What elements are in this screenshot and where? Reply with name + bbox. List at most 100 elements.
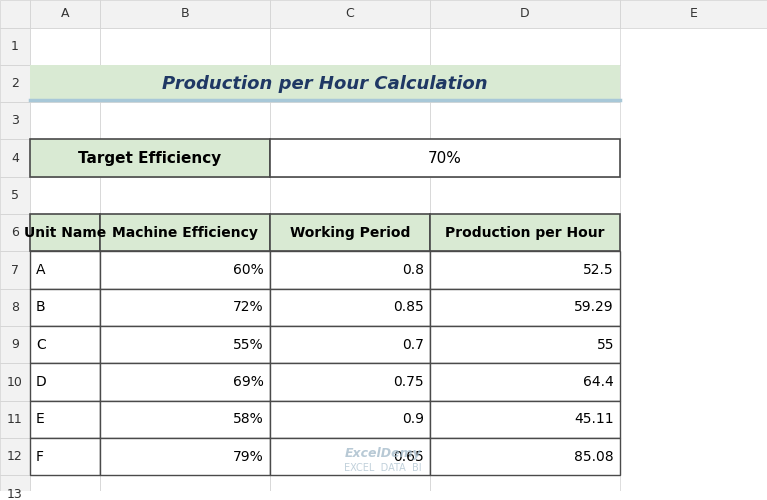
Bar	[30, 65, 100, 102]
Bar	[270, 0, 430, 28]
Text: F: F	[36, 450, 44, 464]
Bar	[430, 28, 620, 65]
Text: 13: 13	[7, 488, 23, 500]
Text: Machine Efficiency: Machine Efficiency	[112, 226, 258, 240]
Bar	[0, 364, 30, 401]
Text: E: E	[36, 412, 44, 426]
Bar	[270, 177, 430, 214]
Text: EXCEL  DATA  BI: EXCEL DATA BI	[344, 462, 422, 472]
Text: Unit Name: Unit Name	[24, 226, 106, 240]
Bar	[430, 214, 620, 252]
Text: C: C	[346, 8, 354, 20]
Bar	[0, 65, 30, 102]
Bar	[100, 252, 270, 289]
Bar	[100, 401, 270, 438]
Text: 4: 4	[11, 152, 19, 164]
Text: 70%: 70%	[428, 150, 462, 166]
Bar	[0, 214, 30, 252]
Text: 64.4: 64.4	[583, 375, 614, 389]
Text: 1: 1	[11, 40, 19, 52]
Bar	[430, 476, 620, 500]
Bar	[270, 214, 430, 252]
Text: 60%: 60%	[233, 263, 264, 277]
Bar	[270, 438, 430, 476]
Bar	[430, 252, 620, 289]
Bar	[0, 252, 30, 289]
Bar	[430, 252, 620, 289]
Bar	[0, 28, 30, 65]
Bar	[100, 438, 270, 476]
Text: 7: 7	[11, 264, 19, 276]
Text: 9: 9	[11, 338, 19, 351]
Bar	[270, 140, 620, 177]
Bar	[620, 0, 767, 28]
Bar	[0, 140, 30, 177]
Bar	[100, 177, 270, 214]
Bar	[270, 364, 430, 401]
Bar	[30, 364, 100, 401]
Bar	[30, 252, 100, 289]
Bar	[30, 0, 100, 28]
Bar	[270, 289, 430, 326]
Bar	[0, 102, 30, 140]
Bar	[430, 65, 620, 102]
Bar	[430, 289, 620, 326]
Bar	[30, 438, 100, 476]
Bar	[0, 0, 30, 28]
Bar	[30, 214, 100, 252]
Text: 11: 11	[7, 413, 23, 426]
Text: Working Period: Working Period	[290, 226, 410, 240]
Bar	[30, 140, 270, 177]
Bar	[30, 289, 100, 326]
Bar	[30, 65, 620, 102]
Text: C: C	[36, 338, 46, 352]
Bar	[270, 326, 430, 364]
Bar	[100, 326, 270, 364]
Bar	[430, 364, 620, 401]
Bar	[30, 289, 100, 326]
Bar	[430, 326, 620, 364]
Text: 0.9: 0.9	[402, 412, 424, 426]
Bar	[0, 438, 30, 476]
Text: 0.75: 0.75	[393, 375, 424, 389]
Bar	[430, 326, 620, 364]
Bar	[100, 364, 270, 401]
Bar	[270, 65, 430, 102]
Bar	[100, 252, 270, 289]
Bar	[30, 326, 100, 364]
Bar	[430, 401, 620, 438]
Text: E: E	[690, 8, 697, 20]
Bar	[0, 476, 30, 500]
Text: 0.7: 0.7	[402, 338, 424, 352]
Bar	[270, 326, 430, 364]
Bar	[30, 476, 100, 500]
Text: 45.11: 45.11	[574, 412, 614, 426]
Bar	[270, 28, 430, 65]
Bar	[30, 28, 100, 65]
Bar	[270, 214, 430, 252]
Text: 3: 3	[11, 114, 19, 128]
Text: 5: 5	[11, 189, 19, 202]
Text: D: D	[520, 8, 530, 20]
Text: B: B	[181, 8, 189, 20]
Bar	[100, 214, 270, 252]
Bar	[0, 326, 30, 364]
Bar	[30, 401, 100, 438]
Bar	[30, 438, 100, 476]
Bar	[30, 401, 100, 438]
Bar	[270, 289, 430, 326]
Text: 55: 55	[597, 338, 614, 352]
Bar	[270, 102, 430, 140]
Text: Production per Hour Calculation: Production per Hour Calculation	[162, 74, 488, 92]
Text: 12: 12	[7, 450, 23, 464]
Text: 2: 2	[11, 77, 19, 90]
Text: Production per Hour: Production per Hour	[446, 226, 604, 240]
Bar	[0, 177, 30, 214]
Bar	[100, 476, 270, 500]
Text: ExcelDemy: ExcelDemy	[344, 448, 421, 460]
Bar	[430, 438, 620, 476]
Bar	[0, 401, 30, 438]
Bar	[270, 252, 430, 289]
Bar	[270, 252, 430, 289]
Bar	[270, 401, 430, 438]
